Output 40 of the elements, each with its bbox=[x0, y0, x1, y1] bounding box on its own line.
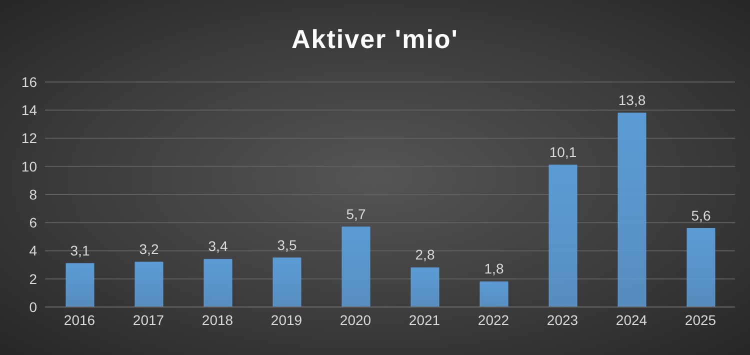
x-tick-label: 2024 bbox=[616, 312, 648, 328]
chart-title: Aktiver 'mio' bbox=[290, 23, 460, 56]
data-label: 1,8 bbox=[484, 260, 504, 277]
x-tick-label: 2022 bbox=[478, 312, 510, 328]
x-tick-label: 2019 bbox=[270, 312, 302, 328]
y-tick-label: 12 bbox=[21, 130, 38, 146]
x-tick-label: 2021 bbox=[408, 312, 440, 328]
x-tick-label: 2016 bbox=[64, 312, 96, 328]
y-tick-label: 14 bbox=[21, 102, 38, 118]
data-label: 5,6 bbox=[691, 207, 711, 224]
y-tick-label: 6 bbox=[29, 214, 38, 231]
x-tick-label: 2017 bbox=[132, 312, 164, 328]
y-tick-label: 4 bbox=[29, 242, 38, 259]
bar bbox=[480, 281, 508, 307]
data-label: 3,4 bbox=[208, 238, 228, 254]
y-tick-label: 8 bbox=[29, 186, 38, 202]
y-tick-label: 2 bbox=[29, 270, 38, 287]
bar bbox=[548, 164, 578, 307]
x-tick-label: 2018 bbox=[202, 312, 234, 328]
data-label: 3,2 bbox=[139, 241, 159, 257]
data-label: 13,8 bbox=[618, 92, 646, 108]
data-label: 3,5 bbox=[277, 236, 297, 253]
data-label: 10,1 bbox=[549, 144, 577, 160]
bar bbox=[618, 112, 646, 307]
data-label: 5,7 bbox=[346, 206, 366, 222]
bar bbox=[342, 226, 370, 307]
x-tick-label: 2023 bbox=[546, 312, 578, 328]
data-label: 3,1 bbox=[70, 242, 90, 258]
bar bbox=[204, 258, 232, 307]
bar bbox=[66, 263, 94, 307]
bar bbox=[410, 267, 440, 307]
x-tick-label: 2020 bbox=[340, 312, 372, 328]
bar bbox=[686, 228, 716, 307]
bar bbox=[134, 262, 164, 307]
y-tick-label: 16 bbox=[21, 74, 38, 90]
y-tick-label: 10 bbox=[21, 158, 38, 174]
y-tick-label: 0 bbox=[29, 298, 38, 315]
data-label: 2,8 bbox=[415, 246, 435, 263]
bar bbox=[272, 258, 302, 307]
x-tick-label: 2025 bbox=[684, 312, 716, 328]
